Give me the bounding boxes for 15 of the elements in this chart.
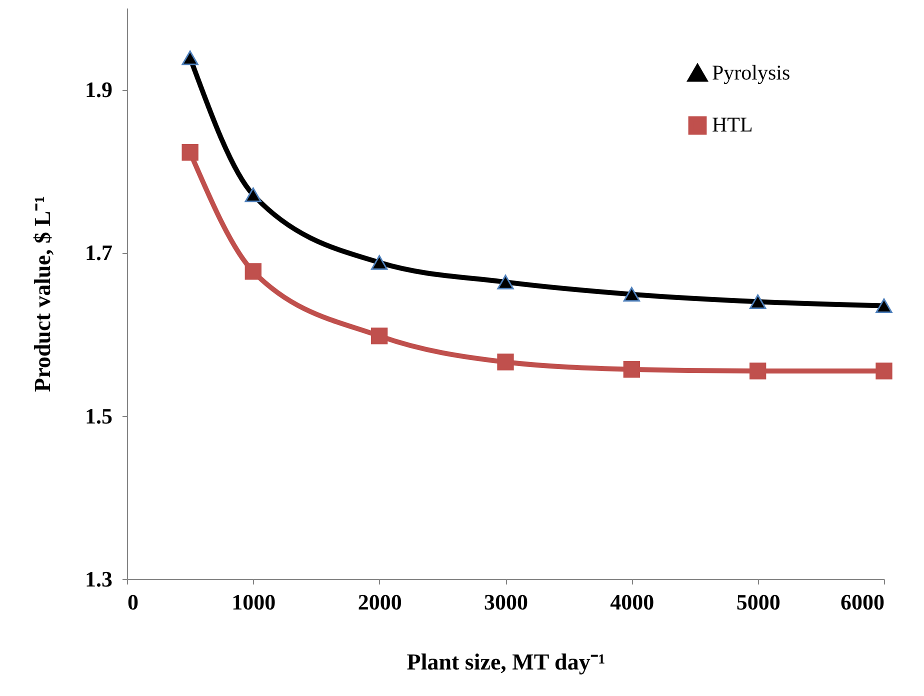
x-tick-label: 3000 xyxy=(484,590,528,614)
x-axis-title: Plant size, MT day⁻¹ xyxy=(406,650,606,674)
y-tick-label: 1.3 xyxy=(85,566,112,592)
y-axis-title: Product value, $ L⁻¹ xyxy=(30,196,55,392)
x-tick-label: 2000 xyxy=(358,590,402,614)
x-tick-label: 5000 xyxy=(736,590,780,614)
y-tick-label: 1.5 xyxy=(85,403,112,428)
x-tick-label: 4000 xyxy=(610,590,654,614)
legend-label: Pyrolysis xyxy=(712,60,790,84)
legend-label: HTL xyxy=(712,112,753,136)
x-tick-label: 1000 xyxy=(232,590,276,614)
y-tick-label: 1.9 xyxy=(85,77,112,102)
x-tick-label: 0 xyxy=(128,590,138,614)
y-tick-label: 1.7 xyxy=(85,240,112,266)
x-tick-label: 6000 xyxy=(840,590,884,614)
